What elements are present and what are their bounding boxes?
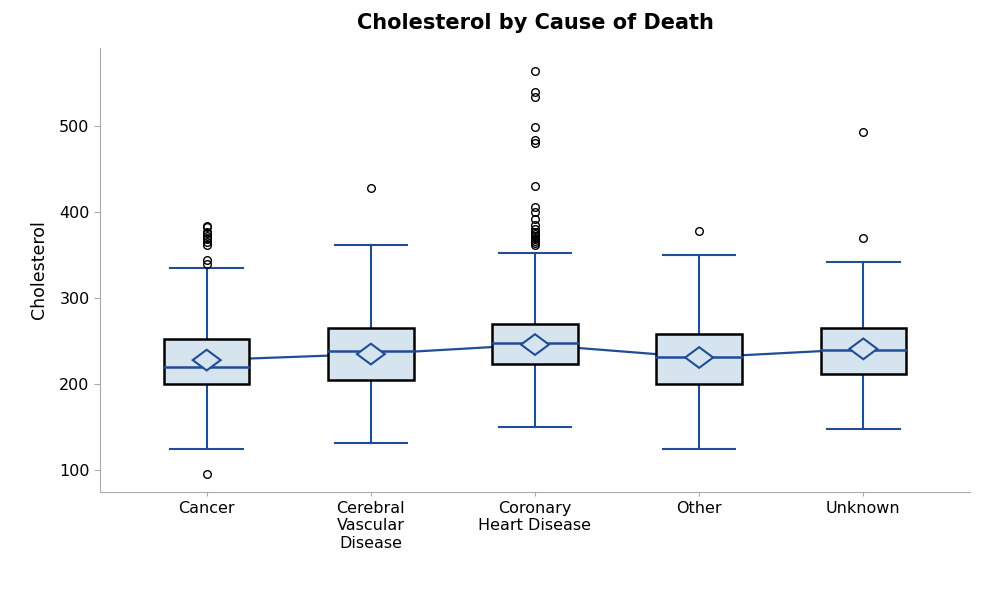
Title: Cholesterol by Cause of Death: Cholesterol by Cause of Death [357,13,713,32]
Polygon shape [521,334,549,355]
Bar [328,328,414,380]
Polygon shape [685,347,713,368]
Bar [492,324,578,364]
Bar [164,338,249,384]
Bar [821,328,906,374]
Polygon shape [849,338,877,359]
Bar [656,334,742,384]
Polygon shape [193,350,221,370]
Y-axis label: Cholesterol: Cholesterol [30,221,48,319]
Polygon shape [357,344,385,364]
